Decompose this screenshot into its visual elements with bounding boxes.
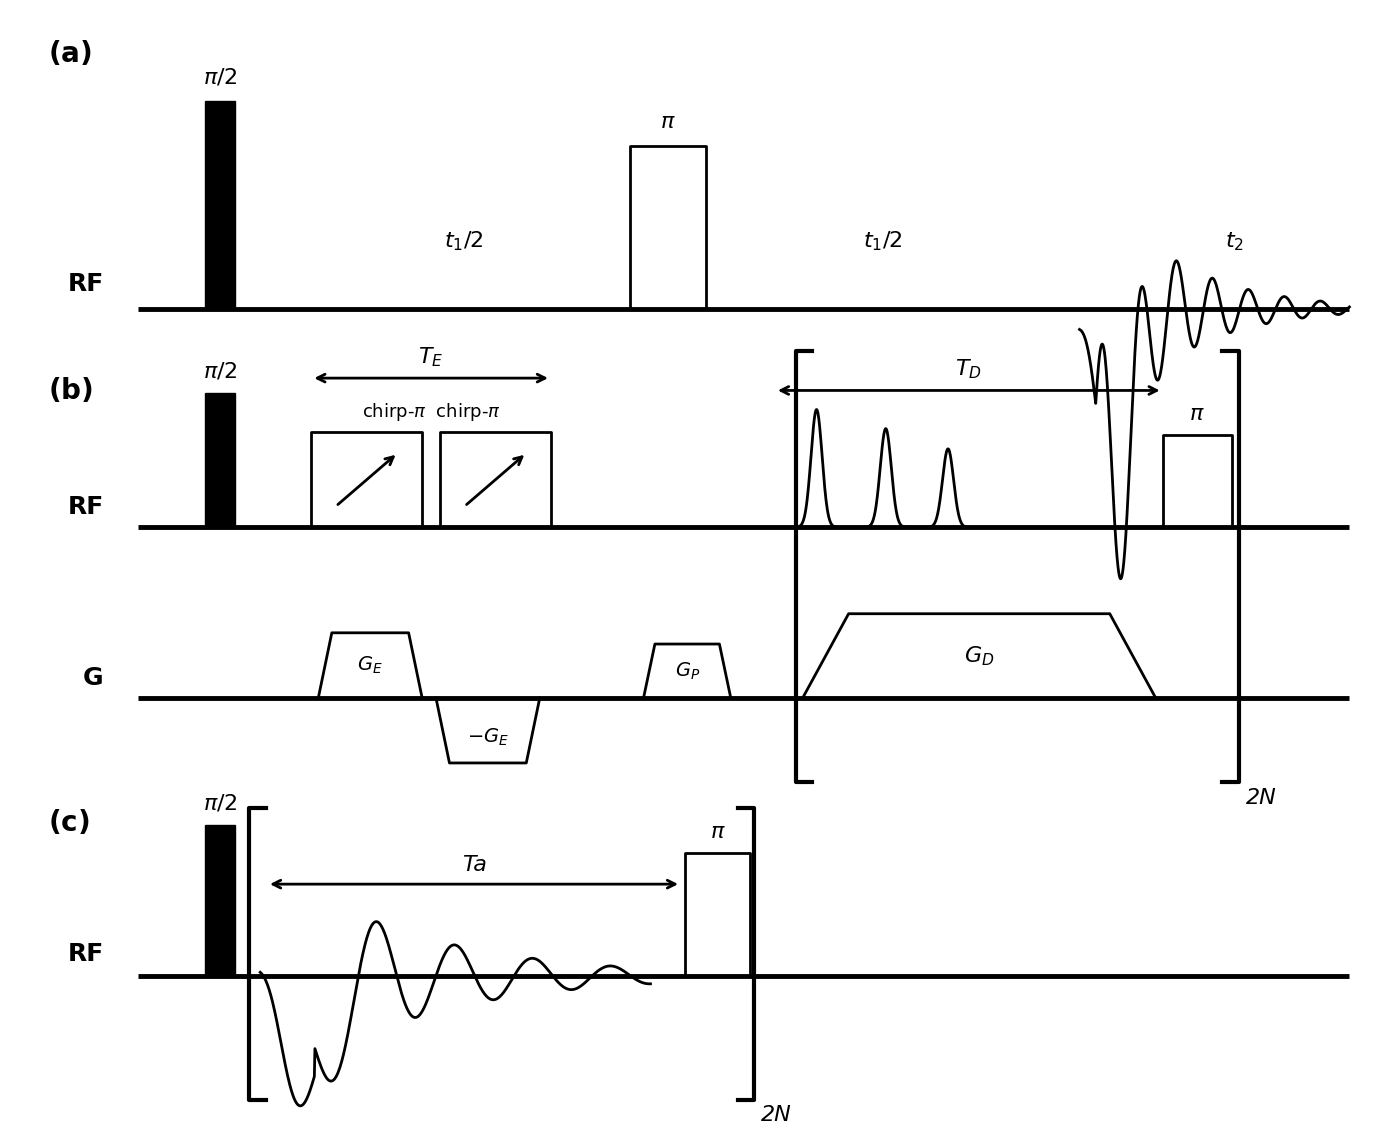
Text: RF: RF (68, 941, 104, 966)
Text: 2N: 2N (761, 1105, 792, 1122)
Text: $t_1/2$: $t_1/2$ (444, 229, 483, 254)
Text: 2N: 2N (1246, 788, 1276, 808)
Text: $\pi/2$: $\pi/2$ (203, 360, 237, 381)
Text: $t_2$: $t_2$ (1225, 230, 1244, 252)
Text: G: G (83, 665, 104, 690)
Polygon shape (205, 393, 235, 527)
Text: $\pi$: $\pi$ (710, 821, 725, 842)
Text: $\pi$: $\pi$ (660, 112, 675, 132)
Polygon shape (205, 825, 235, 976)
Text: $G_P$: $G_P$ (674, 661, 700, 681)
Text: $\pi/2$: $\pi/2$ (203, 66, 237, 88)
Polygon shape (205, 101, 235, 309)
Text: chirp-$\pi$  chirp-$\pi$: chirp-$\pi$ chirp-$\pi$ (361, 401, 501, 423)
Text: $\mathbf{(b)}$: $\mathbf{(b)}$ (48, 376, 93, 405)
Text: $\pi/2$: $\pi/2$ (203, 792, 237, 813)
Text: $G_E$: $G_E$ (357, 655, 383, 675)
Text: $\mathbf{(c)}$: $\mathbf{(c)}$ (48, 808, 90, 837)
Text: $t_1/2$: $t_1/2$ (864, 229, 902, 254)
Text: $G_D$: $G_D$ (965, 644, 994, 668)
Text: Ta: Ta (462, 855, 486, 875)
Text: $\mathbf{(a)}$: $\mathbf{(a)}$ (48, 39, 93, 68)
Text: $-G_E$: $-G_E$ (466, 726, 509, 747)
Text: $T_D$: $T_D$ (955, 358, 983, 381)
Text: RF: RF (68, 495, 104, 519)
Text: $\pi$: $\pi$ (1189, 404, 1205, 424)
Text: $T_E$: $T_E$ (418, 346, 444, 369)
Text: RF: RF (68, 272, 104, 296)
